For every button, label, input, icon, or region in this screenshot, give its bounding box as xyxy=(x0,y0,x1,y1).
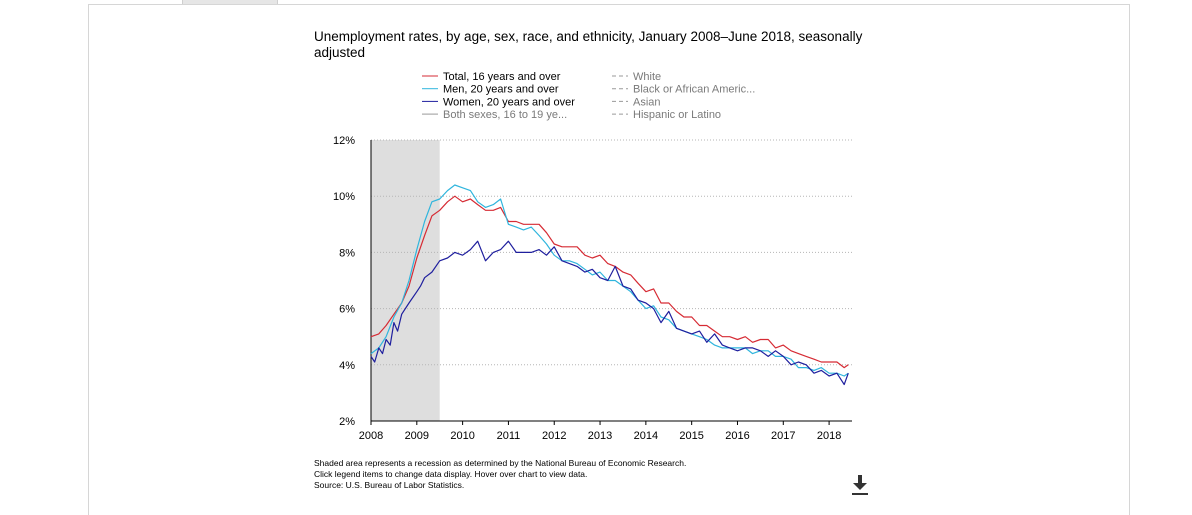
legend-label: Both sexes, 16 to 19 ye... xyxy=(443,109,567,121)
legend-item-4[interactable]: White xyxy=(612,71,661,83)
download-icon[interactable] xyxy=(850,474,870,496)
x-tick-label: 2009 xyxy=(405,430,429,442)
line-chart[interactable]: 2% 4% 6% 8% 10% 12% 2008 2009 2010 2011 2012 2013 20… xyxy=(0,0,1192,500)
x-tick-label: 2012 xyxy=(542,430,566,442)
x-tick-label: 2018 xyxy=(817,430,841,442)
chart-frame xyxy=(88,4,1130,515)
x-tick-label: 2011 xyxy=(497,430,521,442)
x-tick-label: 2017 xyxy=(771,430,795,442)
legend-item-1[interactable]: Men, 20 years and over xyxy=(422,84,559,96)
y-tick-label: 4% xyxy=(339,360,355,372)
legend-label: Black or African Americ... xyxy=(633,84,755,96)
y-tick-label: 10% xyxy=(333,191,355,203)
series-line-0[interactable] xyxy=(370,195,849,369)
legend-label: Asian xyxy=(633,96,661,108)
series-line-2[interactable] xyxy=(370,240,849,386)
legend-label: White xyxy=(633,71,661,83)
y-tick-label: 8% xyxy=(339,247,355,259)
legend-item-0[interactable]: Total, 16 years and over xyxy=(422,71,561,83)
source-note: Source: U.S. Bureau of Labor Statistics. xyxy=(314,480,465,490)
x-tick-label: 2016 xyxy=(725,430,749,442)
y-tick-label: 12% xyxy=(333,135,355,147)
legend-item-2[interactable]: Women, 20 years and over xyxy=(422,96,575,108)
legend-label: Women, 20 years and over xyxy=(443,96,575,108)
legend-item-5[interactable]: Black or African Americ... xyxy=(612,84,755,96)
instruction-note: Click legend items to change data displa… xyxy=(314,469,588,479)
y-tick-label: 2% xyxy=(339,416,355,428)
legend-label: Total, 16 years and over xyxy=(443,71,561,83)
chart-title: Unemployment rates, by age, sex, race, a… xyxy=(314,29,863,60)
recession-note: Shaded area represents a recession as de… xyxy=(314,458,687,468)
legend-label: Men, 20 years and over xyxy=(443,84,559,96)
x-tick-label: 2008 xyxy=(359,430,383,442)
chart-notes: Shaded area represents a recession as de… xyxy=(314,458,686,491)
legend-item-7[interactable]: Hispanic or Latino xyxy=(612,109,721,121)
recession-shading xyxy=(371,140,440,421)
x-tick-label: 2013 xyxy=(588,430,612,442)
legend-item-3[interactable]: Both sexes, 16 to 19 ye... xyxy=(422,109,567,121)
y-tick-label: 6% xyxy=(339,304,355,316)
x-tick-label: 2015 xyxy=(679,430,703,442)
x-tick-label: 2014 xyxy=(634,430,658,442)
x-tick-label: 2010 xyxy=(450,430,474,442)
legend-item-6[interactable]: Asian xyxy=(612,96,661,108)
legend-label: Hispanic or Latino xyxy=(633,109,721,121)
